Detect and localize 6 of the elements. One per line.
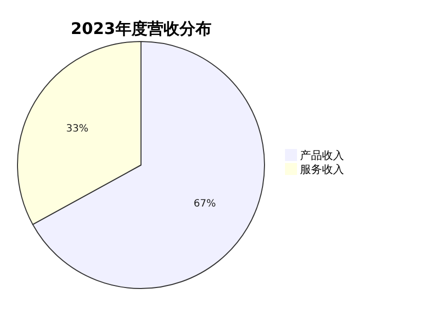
legend: 产品收入 服务收入 — [285, 149, 344, 176]
chart-title: 2023年度营收分布 — [70, 19, 212, 38]
legend-label: 服务收入 — [300, 163, 344, 176]
slice-label: 产品收入 — [300, 149, 344, 162]
data-label: 67% — [194, 198, 216, 210]
data-label: 33% — [66, 123, 88, 134]
